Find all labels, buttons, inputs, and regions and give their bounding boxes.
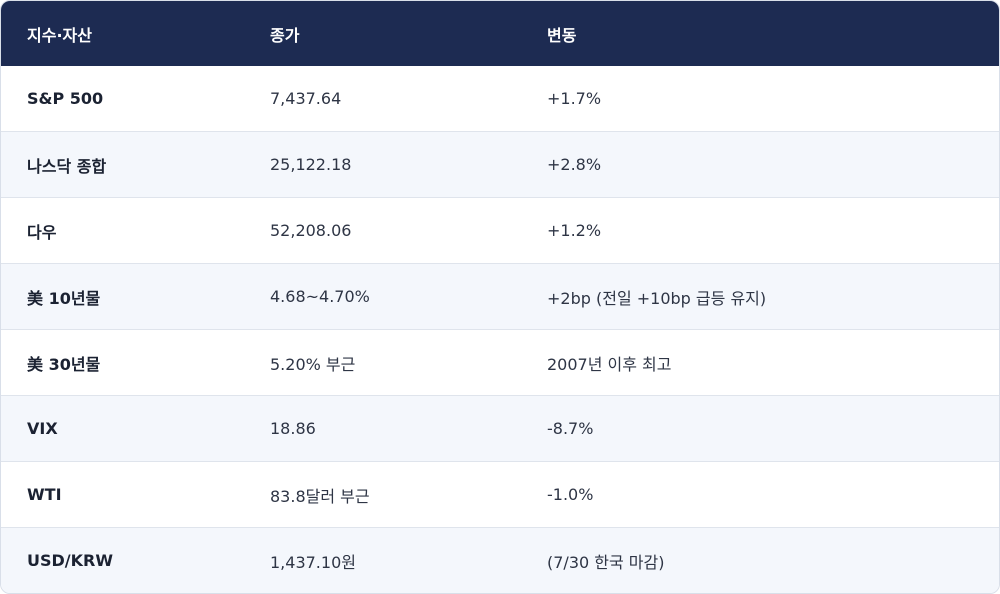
table-row: 나스닥 종합 25,122.18 +2.8%	[1, 131, 999, 197]
close-value: 52,208.06	[270, 221, 352, 240]
change-value: +2bp (전일 +10bp 급등 유지)	[547, 288, 767, 308]
asset-name: WTI	[27, 485, 62, 504]
close-value: 4.68~4.70%	[270, 287, 370, 306]
close-value: 83.8달러 부근	[270, 486, 370, 506]
table-row: 美 30년물 5.20% 부근 2007년 이후 최고	[1, 329, 999, 395]
table-body: S&P 500 7,437.64 +1.7% 나스닥 종합 25,122.18 …	[1, 66, 999, 593]
table-row: S&P 500 7,437.64 +1.7%	[1, 66, 999, 131]
asset-name: S&P 500	[27, 89, 104, 108]
asset-name: 다우	[27, 222, 57, 242]
table-row: USD/KRW 1,437.10원 (7/30 한국 마감)	[1, 527, 999, 593]
table-row: 다우 52,208.06 +1.2%	[1, 197, 999, 263]
asset-name: 나스닥 종합	[27, 156, 107, 176]
change-value: -8.7%	[547, 419, 594, 438]
column-header-close: 종가	[270, 25, 300, 45]
asset-name: 美 10년물	[27, 288, 101, 308]
asset-name: USD/KRW	[27, 551, 114, 570]
table-row: VIX 18.86 -8.7%	[1, 395, 999, 461]
close-value: 25,122.18	[270, 155, 352, 174]
close-value: 7,437.64	[270, 89, 342, 108]
table-header: 지수·자산 종가 변동	[1, 1, 999, 66]
close-value: 18.86	[270, 419, 316, 438]
change-value: +1.2%	[547, 221, 602, 240]
change-value: 2007년 이후 최고	[547, 354, 672, 374]
change-value: (7/30 한국 마감)	[547, 552, 665, 572]
table-row: WTI 83.8달러 부근 -1.0%	[1, 461, 999, 527]
close-value: 1,437.10원	[270, 552, 356, 572]
change-value: -1.0%	[547, 485, 594, 504]
close-value: 5.20% 부근	[270, 354, 356, 374]
asset-name: VIX	[27, 419, 58, 438]
change-value: +1.7%	[547, 89, 602, 108]
column-header-change: 변동	[547, 25, 577, 45]
column-header-asset: 지수·자산	[27, 25, 92, 45]
table-row: 美 10년물 4.68~4.70% +2bp (전일 +10bp 급등 유지)	[1, 263, 999, 329]
asset-name: 美 30년물	[27, 354, 101, 374]
change-value: +2.8%	[547, 155, 602, 174]
